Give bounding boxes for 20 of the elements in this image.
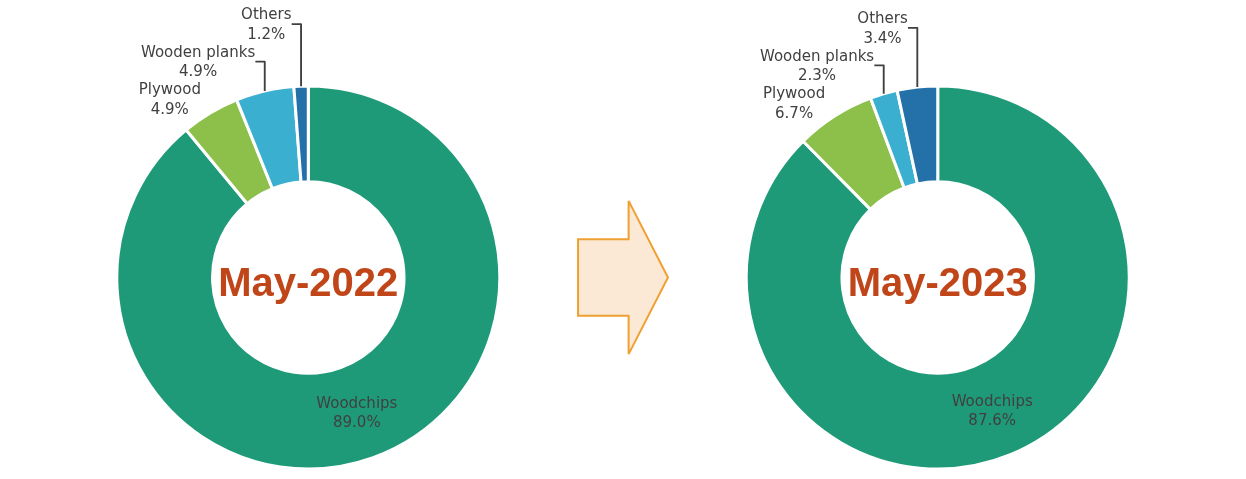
data-label: 1.2% xyxy=(247,24,286,43)
slice-label: Plywood xyxy=(138,80,201,99)
donut-slice xyxy=(115,84,502,471)
donut-slice xyxy=(744,84,1131,471)
slice-label: Others xyxy=(857,9,908,28)
data-label: 2.3% xyxy=(798,66,837,85)
slice-label: Plywood xyxy=(762,84,826,103)
text: May-2023 xyxy=(847,259,1028,304)
slice-label: Others xyxy=(241,5,292,24)
data-label: 87.6% xyxy=(968,411,1017,430)
data-label: 3.4% xyxy=(863,28,902,47)
slice-label: Wooden planks xyxy=(759,46,875,65)
data-label: 4.9% xyxy=(179,62,218,81)
data-label: 6.7% xyxy=(775,103,814,122)
slice-label: Woodchips xyxy=(951,391,1033,410)
data-label: 89.0% xyxy=(333,413,381,432)
data-label: 4.9% xyxy=(150,99,189,118)
text: May-2022 xyxy=(218,259,399,304)
slice-label: Woodchips xyxy=(316,393,398,412)
slice-label: Wooden planks xyxy=(140,42,256,61)
